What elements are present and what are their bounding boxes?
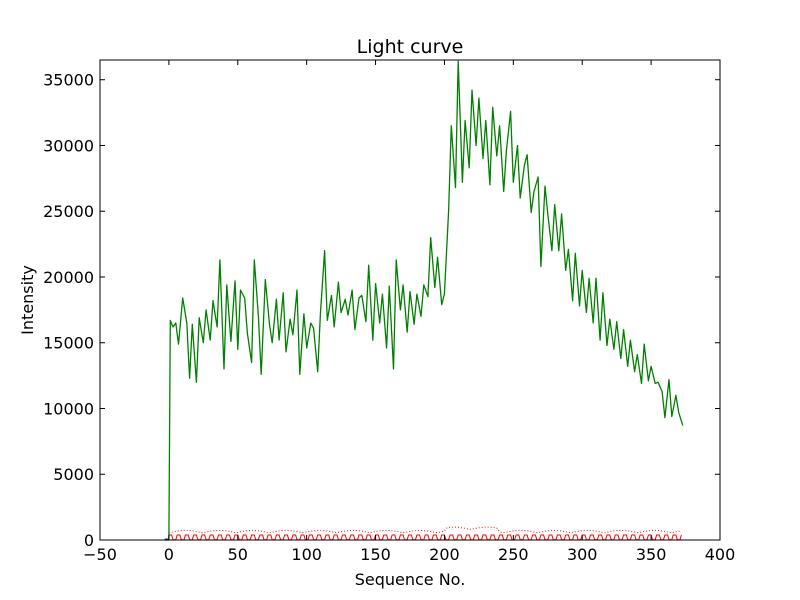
y-tick-label: 10000 <box>43 399 94 418</box>
y-tick-label: 5000 <box>53 465 94 484</box>
y-tick-label: 25000 <box>43 202 94 221</box>
plot-frame <box>99 59 721 541</box>
x-tick-label: 150 <box>360 545 391 564</box>
y-tick-label: 15000 <box>43 334 94 353</box>
error-series-line <box>168 526 682 534</box>
y-tick-label: 20000 <box>43 268 94 287</box>
chart-title: Light curve <box>357 36 464 58</box>
background-series-line <box>168 534 682 541</box>
x-tick-label: 400 <box>705 545 736 564</box>
x-tick-label: 50 <box>228 545 248 564</box>
x-axis-label: Sequence No. <box>355 570 466 589</box>
x-tick-label: 250 <box>498 545 529 564</box>
y-tick-label: 35000 <box>43 71 94 90</box>
x-tick-label: 200 <box>429 545 460 564</box>
y-tick-label: 0 <box>84 531 94 550</box>
x-tick-label: −50 <box>83 545 117 564</box>
y-axis-ticks: 0 5000 10000 15000 20000 25000 30000 35000 <box>43 71 720 550</box>
x-axis-ticks: −50 0 50 100 150 200 250 300 350 400 <box>83 60 735 564</box>
x-tick-label: 0 <box>164 545 174 564</box>
x-tick-label: 100 <box>291 545 322 564</box>
y-axis-label: Intensity <box>18 265 37 335</box>
x-tick-label: 350 <box>636 545 667 564</box>
x-tick-label: 300 <box>567 545 598 564</box>
y-tick-label: 30000 <box>43 136 94 155</box>
plot-area <box>164 60 684 541</box>
intensity-series-line <box>166 60 684 541</box>
